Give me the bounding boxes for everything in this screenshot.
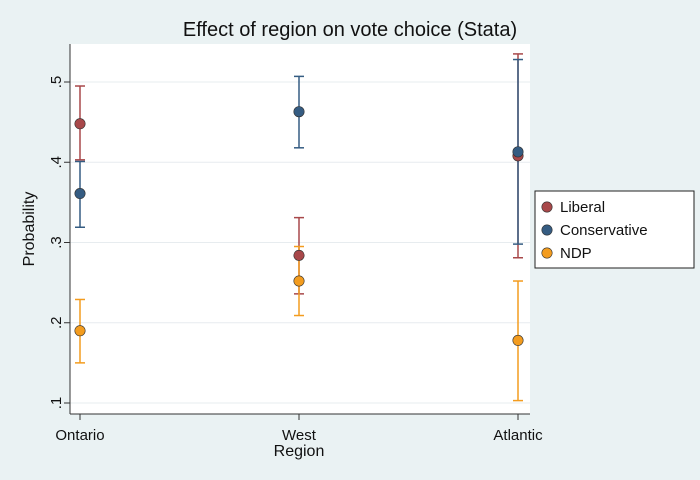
y-axis-label: Probability [21, 192, 38, 267]
x-tick-label: Atlantic [493, 427, 543, 444]
y-tick-label: .4 [48, 156, 65, 169]
data-point [512, 146, 524, 158]
y-tick-label: .2 [48, 316, 65, 329]
legend-box [534, 190, 695, 269]
data-point [74, 118, 86, 130]
data-point [74, 188, 86, 200]
data-point [293, 275, 305, 287]
x-axis-label: Region [274, 443, 325, 460]
y-tick-label: .1 [48, 397, 65, 410]
legend-label: NDP [560, 245, 592, 262]
x-tick-label: Ontario [55, 427, 104, 444]
legend-marker [541, 247, 553, 259]
label-layer: .1 .2 .3 .4 .5 Ontario West Atlantic [48, 76, 543, 444]
data-point [74, 325, 86, 337]
point-layer [74, 106, 524, 346]
data-point [293, 249, 305, 261]
data-point [293, 106, 305, 118]
chart-title: Effect of region on vote choice (Stata) [183, 19, 517, 41]
legend-label: Conservative [560, 222, 648, 239]
plot-background [70, 44, 530, 414]
grid-layer [70, 81, 530, 404]
x-tick-label: West [282, 427, 317, 444]
legend: Liberal Conservative NDP [534, 190, 695, 269]
legend-marker [541, 201, 553, 213]
y-tick-label: .5 [48, 76, 65, 89]
y-tick-label: .3 [48, 236, 65, 249]
legend-marker [541, 224, 553, 236]
legend-label: Liberal [560, 199, 605, 216]
axes-layer [64, 44, 530, 420]
data-point [512, 334, 524, 346]
